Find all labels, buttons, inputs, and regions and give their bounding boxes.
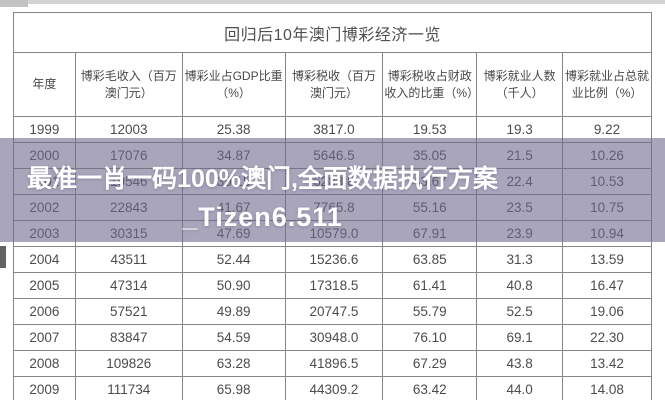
value-cell: 31.3 — [476, 246, 564, 273]
header-cell: 博彩税收占财政收入的比重（%） — [382, 52, 478, 117]
value-cell: 61.41 — [382, 272, 478, 299]
value-cell: 43511 — [74, 246, 183, 273]
year-cell: 2009 — [13, 376, 76, 400]
year-cell: 2004 — [13, 246, 76, 273]
value-cell: 13.59 — [562, 246, 652, 273]
value-cell: 109826 — [74, 350, 183, 377]
value-cell: 15236.6 — [284, 246, 384, 273]
value-cell: 57521 — [74, 298, 183, 325]
value-cell: 65.98 — [181, 376, 286, 400]
table-title: 回归后10年澳门博彩经济一览 — [13, 12, 652, 53]
value-cell: 47314 — [74, 272, 183, 299]
watermark-band — [0, 138, 665, 242]
value-cell: 43.8 — [476, 350, 564, 377]
table-row: 2009 111734 65.98 44309.2 63.42 44.0 14.08 — [13, 376, 652, 400]
header-cell: 博彩就业占总就业比例（%） — [562, 52, 652, 117]
value-cell: 19.06 — [562, 298, 652, 325]
value-cell: 13.42 — [562, 350, 652, 377]
year-cell: 2005 — [13, 272, 76, 299]
table-row: 2004 43511 52.44 15236.6 63.85 31.3 13.59 — [13, 246, 652, 273]
value-cell: 63.28 — [181, 350, 286, 377]
year-cell: 2008 — [13, 350, 76, 377]
watermark-text: 最准一肖一码100%澳门,全面数据执行方案 _Tizen6.511 — [0, 164, 525, 233]
header-cell: 博彩毛收入（百万澳门元） — [74, 52, 183, 117]
value-cell: 16.47 — [562, 272, 652, 299]
value-cell: 83847 — [74, 324, 183, 351]
table-row: 2006 57521 49.89 20747.5 55.79 52.5 19.06 — [13, 298, 652, 325]
page-top-border — [0, 0, 665, 4]
value-cell: 111734 — [74, 376, 183, 400]
value-cell: 55.79 — [382, 298, 478, 325]
title-row: 回归后10年澳门博彩经济一览 — [13, 12, 652, 53]
year-header-cell: 年度 — [13, 52, 76, 117]
header-cell: 博彩税收（百万澳门元） — [284, 52, 384, 117]
value-cell: 41896.5 — [284, 350, 384, 377]
table-row: 2007 83847 54.59 30948.0 76.10 69.1 22.30 — [13, 324, 652, 351]
value-cell: 17318.5 — [284, 272, 384, 299]
value-cell: 63.85 — [382, 246, 478, 273]
table-row: 2005 47314 50.90 17318.5 61.41 40.8 16.47 — [13, 272, 652, 299]
value-cell: 44.0 — [476, 376, 564, 400]
page-top-left-border — [0, 0, 28, 7]
value-cell: 69.1 — [476, 324, 564, 351]
value-cell: 50.90 — [181, 272, 286, 299]
value-cell: 40.8 — [476, 272, 564, 299]
value-cell: 20747.5 — [284, 298, 384, 325]
value-cell: 30948.0 — [284, 324, 384, 351]
year-cell: 2006 — [13, 298, 76, 325]
value-cell: 44309.2 — [284, 376, 384, 400]
watermark-text-line1: 最准一肖一码100%澳门,全面数据执行方案 — [27, 165, 498, 193]
value-cell: 67.29 — [382, 350, 478, 377]
value-cell: 52.44 — [181, 246, 286, 273]
value-cell: 14.08 — [562, 376, 652, 400]
value-cell: 63.42 — [382, 376, 478, 400]
year-cell: 2007 — [13, 324, 76, 351]
header-cell: 博彩业占GDP比重（%） — [181, 52, 286, 117]
value-cell: 76.10 — [382, 324, 478, 351]
value-cell: 49.89 — [181, 298, 286, 325]
table-row: 2008 109826 63.28 41896.5 67.29 43.8 13.42 — [13, 350, 652, 377]
table-head: 回归后10年澳门博彩经济一览 年度 博彩毛收入（百万澳门元） 博彩业占GDP比重（%… — [13, 12, 652, 117]
value-cell: 22.30 — [562, 324, 652, 351]
value-cell: 54.59 — [181, 324, 286, 351]
left-edge-artifact — [0, 246, 6, 268]
watermark-text-line2: _Tizen6.511 — [182, 202, 343, 233]
header-cell: 博彩就业人数（千人） — [476, 52, 564, 117]
value-cell: 52.5 — [476, 298, 564, 325]
header-row: 年度 博彩毛收入（百万澳门元） 博彩业占GDP比重（%） 博彩税收（百万澳门元） 博彩税… — [13, 52, 652, 117]
